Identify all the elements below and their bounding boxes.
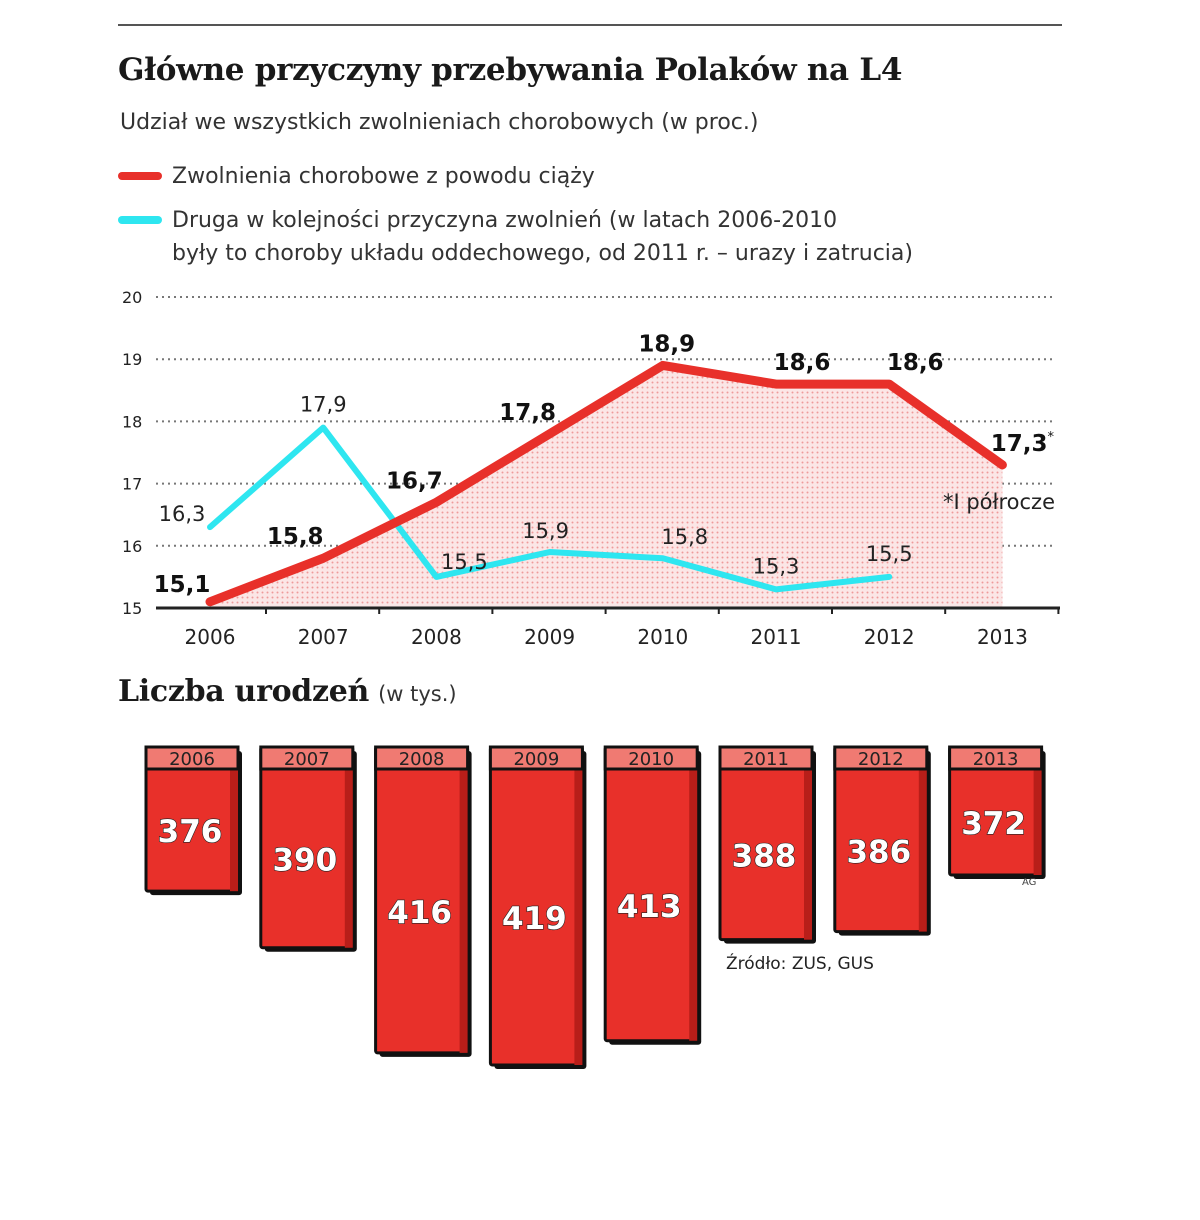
bar-value-label: 413 — [617, 889, 682, 925]
legend-item-second-cause: Druga w kolejności przyczyna zwolnień (w… — [118, 204, 1072, 270]
bar-year-label: 2008 — [399, 749, 445, 770]
y-tick-label: 20 — [122, 288, 142, 307]
bar-value-label: 386 — [846, 834, 911, 870]
legend-label-pregnancy: Zwolnienia chorobowe z powodu ciąży — [172, 164, 595, 189]
x-tick-label: 2009 — [524, 625, 575, 649]
bar-year-label: 2013 — [973, 749, 1019, 770]
bar-cap — [603, 745, 699, 771]
bar-2010: 2010 413 — [603, 745, 702, 1045]
author-credit: AG — [1022, 877, 1037, 888]
bar-side — [689, 769, 698, 1041]
data-label-pregnancy: 17,8 — [499, 400, 556, 426]
bar-cap — [833, 745, 929, 771]
data-label-pregnancy: 18,6 — [887, 350, 944, 376]
bar-2011: 2011 388 — [718, 745, 816, 944]
top-rule — [118, 24, 1062, 26]
bar-cap — [144, 745, 240, 771]
y-tick-label: 15 — [122, 599, 142, 618]
bar-2006: 2006 376 — [144, 745, 242, 896]
x-tick-label: 2013 — [977, 625, 1028, 649]
y-tick-label: 17 — [122, 475, 142, 494]
data-label-second-cause: 16,3 — [159, 502, 206, 526]
bar-year-label: 2011 — [743, 749, 789, 770]
bar-side — [1033, 769, 1042, 875]
bar-year-label: 2010 — [628, 749, 674, 770]
bar-value-label: 372 — [961, 806, 1026, 842]
data-label-second-cause: 15,3 — [753, 554, 800, 578]
bar-cap — [948, 745, 1044, 771]
line-chart: 15 16 17 18 19 20 2006 2007 2008 2009 2010 2011 2012… — [122, 288, 1060, 649]
bar-2012: 2012 386 — [833, 745, 931, 936]
bar-2013: 2013 372 — [948, 745, 1046, 879]
births-bar-chart: 2006 376 2007 390 2008 416 2009 419 2010 413 2011 3… — [144, 745, 1046, 1069]
data-label-pregnancy: 16,7 — [386, 468, 443, 494]
bar-2008: 2008 416 — [374, 745, 472, 1057]
legend-item-pregnancy: Zwolnienia chorobowe z powodu ciąży — [118, 160, 1072, 193]
chart-subtitle: Udział we wszystkich zwolnieniach chorob… — [120, 110, 759, 135]
bar-side — [804, 769, 812, 940]
data-label-pregnancy: 17,3* — [991, 430, 1055, 457]
data-label-pregnancy: 18,9 — [638, 331, 695, 357]
y-tick-label: 19 — [122, 350, 142, 369]
data-label-second-cause: 17,9 — [300, 393, 347, 417]
x-tick-label: 2012 — [864, 625, 915, 649]
bar-year-label: 2007 — [284, 749, 330, 770]
data-label-pregnancy: 18,6 — [774, 350, 831, 376]
bar-side — [230, 769, 238, 892]
y-tick-label: 16 — [122, 537, 142, 556]
bar-value-label: 376 — [158, 814, 223, 850]
series-line-pregnancy — [205, 360, 1007, 607]
series-line-second-cause — [207, 424, 893, 593]
data-label-pregnancy: 15,8 — [267, 524, 324, 550]
bar-value-label: 390 — [272, 842, 337, 878]
data-label-second-cause: 15,9 — [522, 519, 569, 543]
bar-year-label: 2006 — [169, 749, 215, 770]
y-tick-label: 18 — [122, 412, 142, 431]
x-tick-label: 2007 — [298, 625, 349, 649]
x-tick-label: 2008 — [411, 625, 462, 649]
footnote-marker: * — [1048, 430, 1055, 445]
x-tick-label: 2010 — [637, 625, 688, 649]
bar-value-label: 388 — [732, 838, 797, 874]
births-title-unit: (w tys.) — [378, 682, 457, 706]
data-label-second-cause: 15,5 — [441, 550, 488, 574]
bar-side — [459, 769, 468, 1053]
chart-title: Główne przyczyny przebywania Polaków na … — [118, 52, 903, 88]
bar-cap — [488, 745, 584, 771]
bar-cap — [259, 745, 355, 771]
x-tick-label: 2011 — [751, 625, 802, 649]
x-tick-label: 2006 — [185, 625, 236, 649]
bar-year-label: 2009 — [513, 749, 559, 770]
bar-value-label: 419 — [502, 901, 567, 937]
bar-year-label: 2012 — [858, 749, 904, 770]
area-fill-pregnancy — [210, 365, 1003, 608]
data-label-pregnancy: 15,1 — [154, 572, 211, 598]
births-title-text: Liczba urodzeń — [118, 674, 369, 709]
legend-swatch-cyan — [118, 216, 162, 224]
data-label-second-cause: 15,8 — [661, 525, 708, 549]
data-label-second-cause: 15,5 — [866, 542, 913, 566]
bar-cap — [374, 745, 470, 771]
source-note: Źródło: ZUS, GUS — [726, 954, 874, 974]
bar-cap — [718, 745, 814, 771]
legend-swatch-red — [118, 172, 162, 180]
bar-side — [574, 769, 583, 1065]
footnote: *I półrocze — [943, 490, 1055, 514]
bar-2009: 2009 419 — [488, 745, 587, 1069]
legend-label-second-cause: Druga w kolejności przyczyna zwolnień (w… — [172, 208, 913, 266]
bar-value-label: 416 — [387, 895, 452, 931]
births-title: Liczba urodzeń (w tys.) — [118, 674, 457, 709]
bar-side — [918, 769, 927, 932]
bar-2007: 2007 390 — [259, 745, 357, 952]
bar-side — [344, 769, 353, 948]
